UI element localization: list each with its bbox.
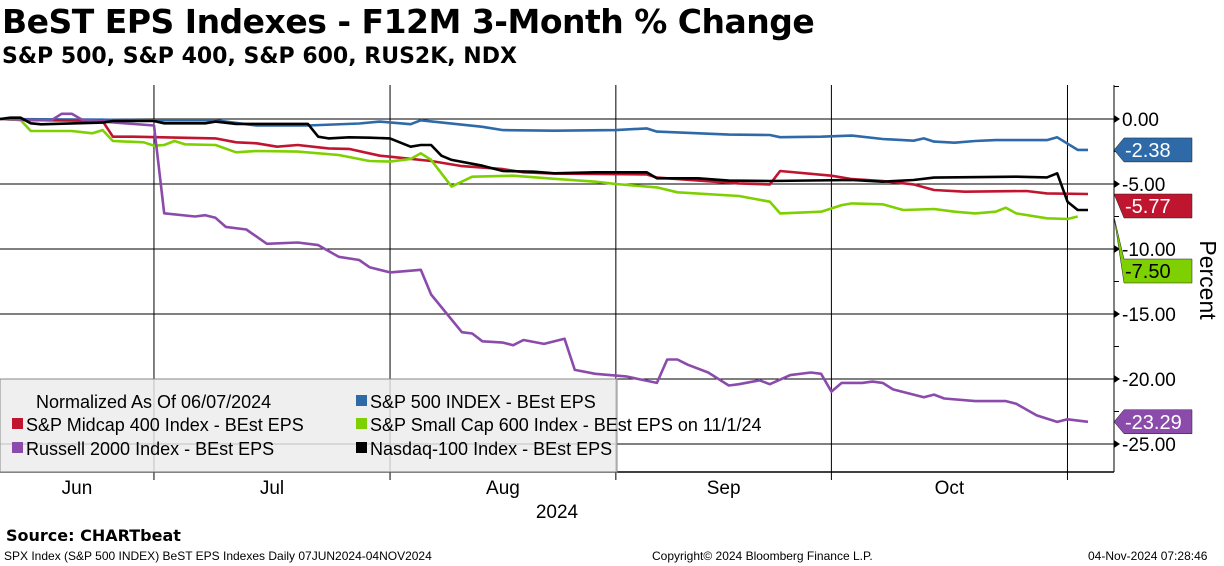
last-value-flag — [1113, 409, 1193, 435]
series-line-1 — [0, 117, 1089, 196]
series-line-0 — [0, 117, 1088, 152]
y-tick-arrow — [1114, 440, 1120, 448]
last-value-label: -7.50 — [1125, 261, 1171, 283]
y-tick-arrow — [1114, 180, 1120, 188]
legend-entry: S&P Midcap 400 Index - BEst EPS — [26, 415, 304, 435]
legend-entry: S&P 500 INDEX - BEst EPS — [370, 392, 596, 412]
chart-title: BeST EPS Indexes - F12M 3-Month % Change — [2, 2, 815, 41]
footer-description: SPX Index (S&P 500 INDEX) BeST EPS Index… — [4, 549, 432, 563]
chart-subtitle: S&P 500, S&P 400, S&P 600, RUS2K, NDX — [2, 44, 517, 69]
last-value-flag — [1113, 216, 1193, 284]
last-value-label: -2.38 — [1125, 140, 1171, 162]
legend-swatch — [356, 442, 367, 453]
x-tick-label: Oct — [935, 478, 965, 499]
legend-entry: Nasdaq-100 Index - BEst EPS — [370, 439, 612, 459]
x-axis-label: 2024 — [536, 502, 579, 523]
legend-swatch — [356, 418, 367, 429]
last-value-label: -5.77 — [1125, 196, 1171, 218]
legend-swatch — [12, 418, 23, 429]
y-tick-arrow — [1114, 245, 1120, 253]
y-tick-label: -25.00 — [1122, 435, 1176, 456]
series-line-4 — [0, 116, 1088, 212]
x-tick-label: Jul — [260, 478, 284, 499]
y-tick-arrow — [1114, 375, 1120, 383]
y-tick-label: -10.00 — [1122, 240, 1176, 261]
y-tick-label: -15.00 — [1122, 305, 1176, 326]
footer-copyright: Copyright© 2024 Bloomberg Finance L.P. — [652, 549, 873, 563]
series-line-2 — [0, 117, 1079, 221]
y-axis-label: Percent — [1195, 240, 1221, 320]
legend-box — [0, 378, 618, 473]
x-tick-label: Aug — [486, 478, 520, 499]
legend-swatch — [12, 442, 23, 453]
legend-entry: S&P Small Cap 600 Index - BEst EPS on 11… — [370, 415, 762, 435]
footer-timestamp: 04-Nov-2024 07:28:46 — [1088, 549, 1208, 563]
legend-entry: Russell 2000 Index - BEst EPS — [26, 439, 274, 459]
y-tick-label: -20.00 — [1122, 370, 1176, 391]
x-tick-label: Jun — [62, 478, 93, 499]
y-tick-arrow — [1114, 310, 1120, 318]
series-line-3 — [0, 112, 1089, 424]
last-value-flag — [1113, 193, 1193, 219]
y-tick-label: -5.00 — [1122, 175, 1165, 196]
last-value-flag — [1113, 137, 1193, 163]
x-tick-label: Sep — [707, 478, 741, 499]
legend-swatch — [356, 395, 367, 406]
y-tick-label: 0.00 — [1122, 110, 1159, 131]
source-label: Source: CHARTbeat — [6, 526, 181, 545]
last-value-label: -23.29 — [1125, 412, 1182, 434]
legend-note: Normalized As Of 06/07/2024 — [36, 392, 271, 412]
y-tick-arrow — [1114, 115, 1120, 123]
